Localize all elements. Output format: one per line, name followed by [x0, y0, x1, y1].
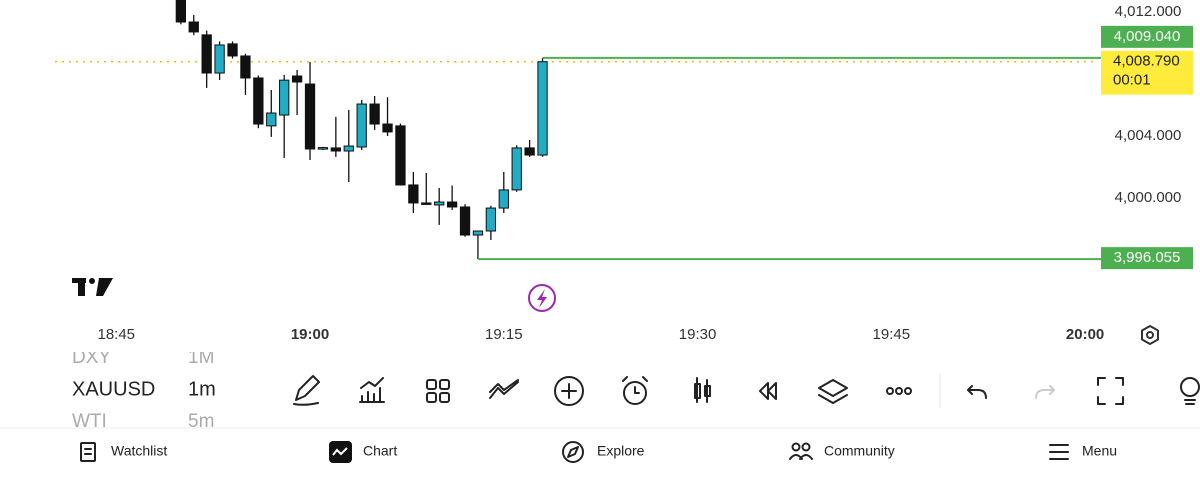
- toolbar: DXY XAUUSD WTI 1M 1m 5m: [72, 347, 1200, 432]
- candle-body: [227, 43, 238, 57]
- fullscreen[interactable]: [1097, 377, 1124, 405]
- x-tick-label: 19:00: [291, 326, 329, 343]
- interval[interactable]: 5m: [188, 411, 214, 432]
- candle-body: [279, 79, 290, 116]
- candle-body: [421, 202, 432, 205]
- chart-type[interactable]: [694, 377, 711, 403]
- tab-bar: Watchlist Chart Explore Community Menu: [80, 441, 1117, 463]
- alert[interactable]: [622, 376, 648, 405]
- candle-body: [395, 125, 406, 186]
- symbol[interactable]: XAUUSD: [72, 378, 155, 400]
- countdown: 00:01: [1113, 72, 1151, 89]
- x-tick-label: 18:45: [97, 326, 135, 343]
- settings-icon[interactable]: [1141, 325, 1159, 345]
- candle-body: [434, 201, 445, 206]
- price-tag: [1101, 25, 1193, 48]
- x-axis: 18:45 19:00 19:15 19:30 19:45 20:00: [97, 326, 1104, 343]
- tab[interactable]: Watchlist: [111, 443, 167, 459]
- candle-body: [459, 206, 471, 236]
- price-tag-label: 3,996.055: [1114, 249, 1181, 266]
- price-tag-label: 4,009.040: [1114, 28, 1181, 45]
- chart-icon[interactable]: [329, 441, 352, 463]
- templates[interactable]: [426, 379, 450, 403]
- y-tick-label: 4,012.000: [1115, 3, 1182, 20]
- candle-body: [537, 61, 548, 156]
- symbol[interactable]: WTI: [72, 411, 107, 432]
- tab[interactable]: Explore: [597, 443, 645, 459]
- candle-body: [214, 44, 225, 74]
- tab[interactable]: Community: [824, 443, 895, 459]
- tab[interactable]: Chart: [363, 443, 397, 459]
- replay[interactable]: [759, 382, 777, 400]
- candle-body: [472, 230, 484, 236]
- candle-body: [498, 189, 509, 209]
- candle-body: [382, 123, 393, 133]
- candle-body: [343, 145, 354, 152]
- draw-tool[interactable]: [293, 375, 320, 406]
- candle-body: [408, 184, 419, 204]
- candle-body: [304, 83, 316, 150]
- explore-icon[interactable]: [562, 441, 584, 463]
- undo[interactable]: [967, 385, 987, 399]
- symbol[interactable]: DXY: [72, 347, 111, 368]
- last-price-label: 4,008.790: [1113, 53, 1180, 70]
- add[interactable]: [554, 376, 584, 406]
- compare[interactable]: [489, 379, 519, 399]
- candle-body: [188, 21, 199, 33]
- candle-body: [369, 103, 380, 125]
- price-tag: [1101, 247, 1193, 270]
- watchlist-icon[interactable]: [80, 442, 96, 462]
- layers[interactable]: [818, 379, 848, 404]
- event-icon[interactable]: [528, 284, 556, 312]
- candle-body: [201, 34, 212, 74]
- logo: [72, 278, 113, 296]
- x-tick-label: 19:30: [679, 326, 717, 343]
- candle-body: [291, 75, 303, 83]
- menu-icon[interactable]: [1049, 444, 1069, 460]
- interval[interactable]: 1M: [188, 347, 214, 368]
- x-tick-label: 19:45: [873, 326, 911, 343]
- y-axis: 4,012.000 4,004.000 4,000.000: [1115, 3, 1182, 206]
- candle-body: [317, 147, 329, 150]
- redo[interactable]: [1035, 385, 1055, 399]
- tab[interactable]: Menu: [1082, 443, 1117, 459]
- candle-body: [511, 147, 522, 191]
- candle-body: [330, 147, 342, 152]
- ideas[interactable]: [1180, 377, 1200, 405]
- last-price-tag: [1101, 50, 1193, 95]
- interval[interactable]: 1m: [188, 378, 216, 400]
- candle-body: [240, 55, 251, 79]
- plot-area: [55, 0, 1098, 261]
- more[interactable]: [886, 387, 912, 395]
- candle-body: [175, 0, 186, 23]
- candle-body: [485, 207, 497, 232]
- x-tick-label: 19:15: [485, 326, 523, 343]
- candle-body: [446, 201, 458, 208]
- x-tick-label: 20:00: [1066, 326, 1104, 343]
- y-tick-label: 4,004.000: [1115, 127, 1182, 144]
- candle-body: [266, 112, 277, 127]
- candle-body: [524, 147, 535, 156]
- y-tick-label: 4,000.000: [1115, 189, 1182, 206]
- indicators[interactable]: [359, 377, 385, 403]
- candle-body: [356, 103, 367, 148]
- candle-body: [253, 77, 264, 125]
- community-icon[interactable]: [789, 442, 813, 460]
